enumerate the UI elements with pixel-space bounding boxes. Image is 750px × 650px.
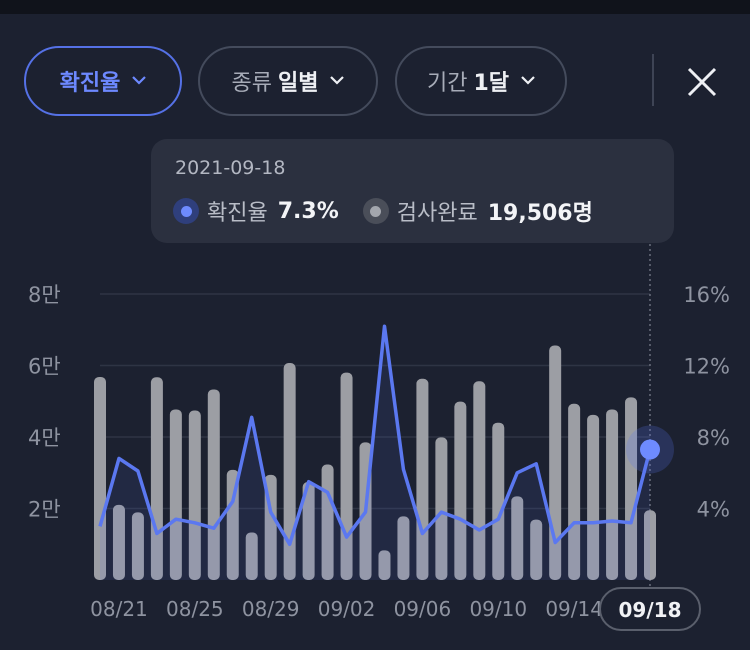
test-count-bar bbox=[568, 403, 581, 580]
y-right-tick-label: 4% bbox=[697, 498, 730, 522]
positivity-line bbox=[98, 324, 674, 580]
x-tick-label: 09/02 bbox=[318, 597, 376, 621]
test-count-bar bbox=[625, 397, 638, 580]
x-tick-label: 09/10 bbox=[469, 597, 527, 621]
type-filter-value: 일별 bbox=[278, 71, 319, 96]
test-count-bar bbox=[94, 376, 106, 580]
selected-date-chip bbox=[599, 587, 701, 631]
y-left-tick-label: 4만 bbox=[28, 426, 61, 450]
tooltip-positivity-value: 7.3% bbox=[277, 198, 339, 224]
tooltip-tests-name: 검사완료 bbox=[396, 201, 478, 226]
selected-date-label: 09/18 bbox=[619, 598, 682, 622]
axis-labels: 2만 4% 4만 8% 6만 12% 8만 16% 08/21 08/25 08/29 09/02 09… bbox=[28, 283, 730, 631]
test-count-bar bbox=[378, 550, 391, 580]
period-filter-button[interactable]: 기간 1달 bbox=[395, 46, 567, 116]
top-status-strip bbox=[0, 0, 750, 14]
y-left-tick-label: 8만 bbox=[28, 283, 61, 307]
test-count-bar bbox=[644, 510, 656, 580]
period-filter-label: 기간 bbox=[426, 71, 468, 96]
test-count-bar bbox=[169, 409, 182, 580]
tooltip-positivity-name: 확진율 bbox=[207, 201, 268, 226]
test-count-bar bbox=[587, 414, 600, 580]
tooltip-values: 확진율 7.3% 검사완료 19,506명 bbox=[173, 195, 593, 227]
tests-legend-dot bbox=[362, 198, 389, 224]
tooltip-tests-value: 19,506명 bbox=[487, 201, 593, 226]
chevron-down-icon bbox=[330, 76, 345, 85]
positivity-line-path bbox=[98, 324, 652, 547]
chevron-down-icon bbox=[132, 76, 147, 85]
test-count-bar bbox=[131, 512, 144, 580]
test-count-bar bbox=[606, 409, 619, 580]
test-count-bar bbox=[492, 422, 505, 580]
filter-bar: 확진율 종류 일별 기간 1달 bbox=[0, 46, 750, 120]
type-filter-button[interactable]: 종류 일별 bbox=[198, 46, 378, 116]
positivity-legend-dot bbox=[173, 198, 199, 224]
x-tick-label: 08/21 bbox=[90, 597, 148, 621]
x-tick-label: 08/25 bbox=[166, 597, 224, 621]
test-count-bar bbox=[302, 482, 315, 580]
test-count-bar bbox=[454, 401, 467, 580]
y-left-tick-label: 2만 bbox=[28, 498, 61, 522]
close-icon bbox=[687, 67, 717, 97]
y-left-tick-label: 6만 bbox=[28, 355, 61, 379]
y-right-tick-label: 8% bbox=[697, 426, 730, 450]
test-count-bar bbox=[511, 496, 524, 580]
type-filter-label: 종류 bbox=[231, 71, 272, 96]
toolbar-divider bbox=[652, 54, 654, 106]
highlight-point bbox=[640, 439, 660, 460]
test-count-bar bbox=[549, 345, 562, 580]
metric-filter-label: 확진율 bbox=[59, 71, 121, 96]
test-count-bar bbox=[530, 519, 543, 580]
chevron-down-icon bbox=[521, 76, 535, 85]
x-tick-label: 09/06 bbox=[394, 597, 452, 621]
tooltip-date: 2021-09-18 bbox=[175, 157, 286, 179]
positivity-area bbox=[100, 326, 650, 580]
test-count-bar bbox=[397, 516, 410, 580]
test-count-bar bbox=[112, 504, 125, 580]
y-right-tick-label: 16% bbox=[683, 283, 730, 307]
x-tick-label: 08/29 bbox=[242, 597, 300, 621]
test-count-bar bbox=[245, 532, 258, 580]
x-tick-label: 09/14 bbox=[545, 597, 603, 621]
metric-filter-button[interactable]: 확진율 bbox=[24, 46, 182, 116]
test-count-bar bbox=[226, 469, 239, 580]
test-count-bar bbox=[435, 437, 448, 580]
data-tooltip: 2021-09-18 확진율 7.3% 검사완료 19,506명 bbox=[151, 139, 674, 243]
test-count-bar bbox=[321, 464, 334, 580]
test-count-bar bbox=[207, 389, 220, 580]
test-count-bars bbox=[94, 345, 656, 580]
test-count-bar bbox=[283, 362, 296, 580]
y-right-tick-label: 12% bbox=[683, 355, 730, 379]
close-button[interactable] bbox=[678, 58, 726, 106]
test-count-bar bbox=[188, 410, 201, 580]
period-filter-value: 1달 bbox=[473, 71, 510, 96]
